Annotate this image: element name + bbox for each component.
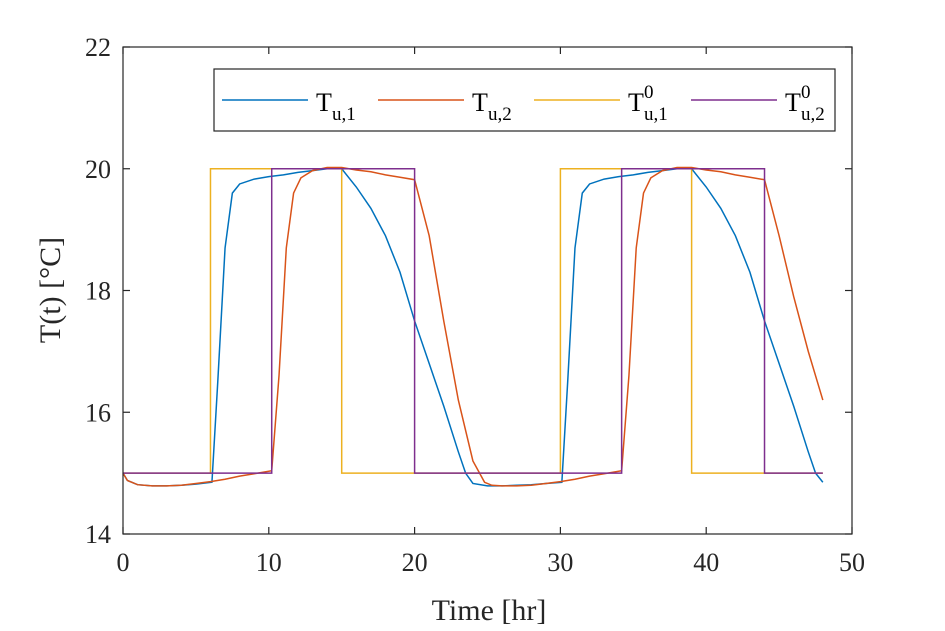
y-tick-label: 16 (85, 398, 111, 427)
x-tick-label: 50 (839, 548, 865, 577)
ticks-layer: 0 10 20 30 40 50 14 16 18 20 22 (85, 33, 865, 577)
legend-label-sub-3: u,1 (644, 104, 668, 125)
x-tick-label: 20 (402, 548, 428, 577)
x-tick-label: 40 (693, 548, 719, 577)
x-tick-label: 30 (547, 548, 573, 577)
legend-label-sub-2: u,2 (488, 104, 512, 125)
x-tick-label: 10 (256, 548, 282, 577)
y-axis-title: T(t) [°C] (34, 237, 67, 343)
series-line-4 (123, 168, 823, 474)
legend-label-sub-1: u,1 (332, 104, 356, 125)
y-tick-label: 18 (85, 277, 111, 306)
y-tick-label: 14 (85, 520, 111, 549)
x-tick-label: 0 (117, 548, 130, 577)
x-axis-title: Time [hr] (432, 594, 547, 627)
legend-label-4: T (785, 88, 801, 117)
legend-label-sup-3: 0 (644, 82, 654, 103)
legend-label-2: T (472, 88, 488, 117)
y-tick-label: 20 (85, 155, 111, 184)
series-line-2 (122, 166, 824, 487)
legend-label-3: T (628, 88, 644, 117)
legend-label-sup-4: 0 (801, 82, 811, 103)
legend-label-1: T (316, 88, 332, 117)
legend-label-sub-4: u,2 (801, 104, 825, 125)
series-layer (122, 166, 824, 487)
series-line-1 (122, 168, 824, 487)
y-tick-label: 22 (85, 33, 111, 62)
